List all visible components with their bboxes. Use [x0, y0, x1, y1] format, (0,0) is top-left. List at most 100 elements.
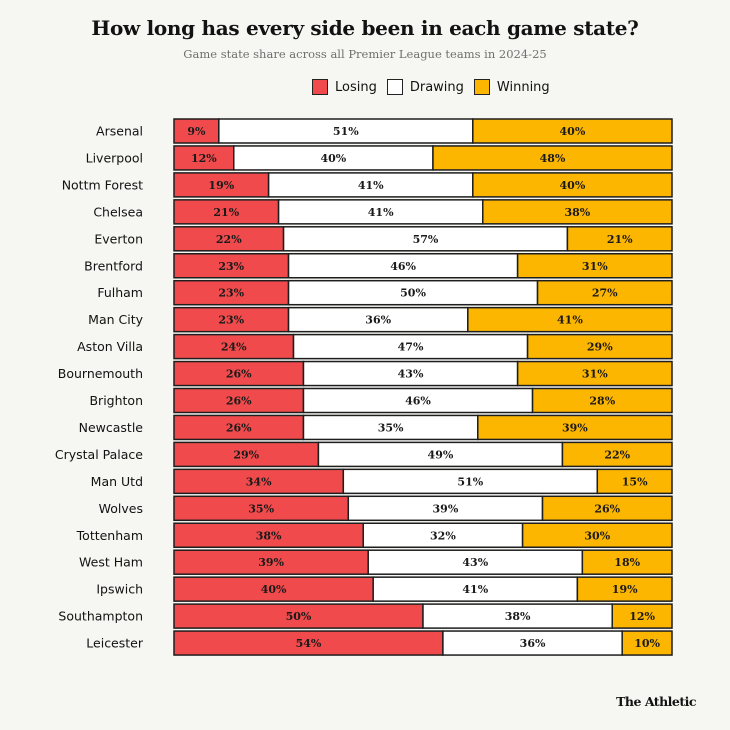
data-label-drawing: 49%	[428, 448, 454, 461]
team-label: Southampton	[58, 609, 143, 624]
team-label: West Ham	[79, 555, 143, 570]
team-label: Fulham	[97, 285, 143, 300]
bar-row: Fulham 23% 50% 27%	[97, 279, 673, 306]
data-label-losing: 23%	[218, 287, 244, 300]
bar-segment-winning	[432, 145, 673, 171]
data-label-drawing: 47%	[398, 341, 424, 354]
bar-segment-losing	[173, 118, 220, 144]
data-label-drawing: 40%	[320, 152, 346, 165]
bar-row: Brentford 23% 46% 31%	[84, 253, 673, 279]
bar-segment-drawing	[317, 441, 564, 468]
data-label-winning: 30%	[584, 529, 610, 542]
bar-row: Arsenal 9% 51% 40%	[96, 118, 673, 144]
data-label-drawing: 51%	[457, 475, 483, 488]
bar-segment-drawing	[287, 306, 469, 333]
data-label-winning: 27%	[592, 287, 618, 300]
bar-segment-drawing	[218, 118, 474, 144]
data-label-losing: 26%	[226, 395, 252, 408]
bar-segment-winning	[477, 414, 673, 441]
data-label-losing: 24%	[221, 341, 247, 354]
team-label: Bournemouth	[58, 366, 143, 381]
bar-segment-winning	[516, 253, 673, 279]
data-label-drawing: 32%	[430, 529, 456, 542]
data-label-losing: 21%	[213, 206, 239, 219]
data-label-drawing: 50%	[400, 287, 426, 300]
bar-row: Ipswich 40% 41% 19%	[96, 576, 673, 602]
bar-row: Nottm Forest 19% 41% 40%	[62, 172, 673, 198]
legend-label-drawing: Drawing	[409, 79, 464, 95]
bar-row: West Ham 39% 43% 18%	[79, 549, 673, 575]
bar-row: Southampton 50% 38% 12%	[58, 603, 673, 629]
data-label-losing: 26%	[226, 421, 252, 434]
bar-row: Aston Villa 24% 47% 29%	[77, 333, 673, 360]
data-label-drawing: 36%	[365, 314, 391, 327]
legend-item-winning: Winning	[473, 79, 550, 95]
team-label: Brentford	[84, 258, 143, 273]
brand-logo: The Athletic	[616, 694, 696, 709]
team-label: Brighton	[89, 393, 143, 408]
data-label-winning: 10%	[634, 637, 660, 650]
bar-segment-losing	[173, 576, 374, 602]
data-label-drawing: 38%	[505, 610, 531, 623]
data-label-losing: 23%	[218, 260, 244, 273]
team-label: Chelsea	[93, 204, 143, 219]
data-label-drawing: 39%	[433, 502, 459, 515]
data-label-winning: 19%	[612, 583, 638, 596]
bar-segment-drawing	[267, 172, 474, 198]
data-label-drawing: 41%	[368, 206, 394, 219]
bar-segment-losing	[173, 333, 295, 360]
bar-segment-losing	[173, 522, 364, 548]
data-label-drawing: 43%	[398, 368, 424, 381]
data-label-winning: 12%	[629, 610, 655, 623]
data-label-winning: 22%	[604, 448, 630, 461]
data-label-winning: 40%	[560, 125, 586, 138]
bar-segment-winning	[621, 630, 673, 656]
data-label-drawing: 46%	[390, 260, 416, 273]
bar-row: Everton 22% 57% 21%	[94, 226, 673, 252]
data-label-drawing: 41%	[462, 583, 488, 596]
bar-row: Liverpool 12% 40% 48%	[86, 145, 673, 171]
bar-row: Man City 23% 36% 41%	[88, 306, 673, 333]
bar-segment-winning	[566, 226, 673, 252]
data-label-losing: 54%	[296, 637, 322, 650]
bar-segment-losing	[173, 441, 320, 468]
bar-segment-losing	[173, 172, 270, 198]
bar-segment-losing	[173, 468, 345, 495]
bar-row: Bournemouth 26% 43% 31%	[58, 360, 673, 387]
data-label-winning: 38%	[564, 206, 590, 219]
bar-segment-winning	[516, 360, 673, 387]
bar-segment-drawing	[287, 253, 519, 279]
legend-label-winning: Winning	[496, 79, 550, 95]
team-label: Man City	[88, 312, 143, 327]
bar-segment-winning	[467, 306, 673, 333]
chart-title: How long has every side been in each gam…	[91, 16, 639, 40]
data-label-winning: 31%	[582, 260, 608, 273]
team-label: Wolves	[99, 501, 143, 516]
data-label-losing: 12%	[191, 152, 217, 165]
data-label-losing: 38%	[256, 529, 282, 542]
bar-row: Newcastle 26% 35% 39%	[79, 414, 673, 441]
bar-segment-losing	[173, 253, 290, 279]
data-label-winning: 21%	[607, 233, 633, 246]
data-label-winning: 15%	[622, 475, 648, 488]
data-label-losing: 35%	[248, 502, 274, 515]
bar-row: Tottenham 38% 32% 30%	[76, 522, 673, 548]
bar-row: Chelsea 21% 41% 38%	[93, 199, 673, 225]
bar-row: Crystal Palace 29% 49% 22%	[55, 441, 673, 468]
legend: Losing Drawing Winning	[312, 79, 560, 95]
legend-swatch-losing	[312, 79, 328, 95]
data-label-winning: 39%	[562, 421, 588, 434]
data-label-drawing: 36%	[520, 637, 546, 650]
data-label-winning: 31%	[582, 368, 608, 381]
bar-segment-drawing	[233, 145, 434, 171]
bar-segment-winning	[611, 603, 673, 629]
bar-segment-winning	[576, 576, 673, 602]
data-label-losing: 9%	[187, 125, 206, 138]
bar-segment-losing	[173, 387, 305, 414]
data-label-drawing: 51%	[333, 125, 359, 138]
legend-swatch-winning	[473, 79, 490, 95]
team-label: Arsenal	[96, 124, 143, 139]
bar-segment-winning	[482, 199, 673, 225]
chart-subtitle: Game state share across all Premier Leag…	[183, 47, 547, 61]
